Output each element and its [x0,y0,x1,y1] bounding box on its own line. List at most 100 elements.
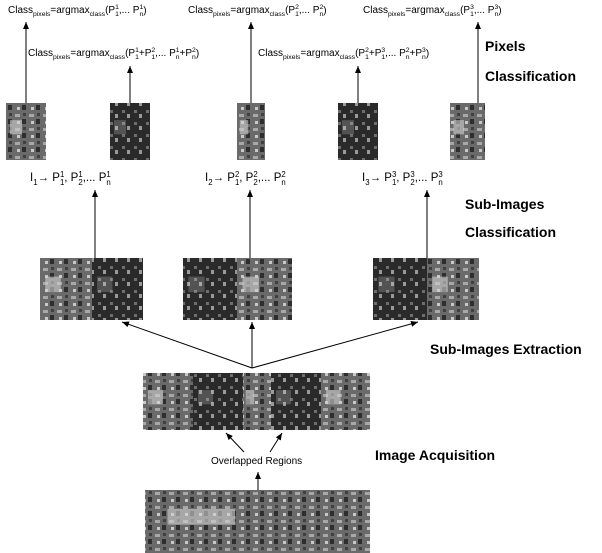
image-highlight [10,120,22,134]
script-stack: 21 [365,48,369,62]
subscript: 1 [470,12,474,19]
subscript: class [445,12,461,19]
aerial-image [183,258,237,320]
image-highlight [45,277,61,293]
formula-part: (P21 [355,48,369,59]
formula-part: ,... P1n [119,5,143,16]
stage-label: Pixels [485,38,525,54]
aerial-image [143,373,193,430]
subscript: 2 [253,179,257,187]
aerial-image [237,103,265,160]
script-stack: 21 [295,5,299,19]
aerial-image [373,258,427,320]
image-highlight [114,120,126,134]
script-stack: 1n [176,48,180,62]
formula-text: ) [498,5,501,16]
formula-part: ,... P2n [299,5,323,16]
aerial-image [338,103,378,160]
script-stack: 11 [60,171,64,187]
aerial-image [193,373,243,430]
formula-text: +P [410,48,423,59]
arrow [252,322,418,368]
formula-text: =argmax [50,5,89,16]
script-stack: 11 [115,5,119,19]
formula-text: ) [196,48,199,59]
script-stack: 2n [192,48,196,62]
script-stack: 1 [33,171,37,187]
formula-part: =argmax class [70,48,125,59]
subscript: 1 [135,55,139,62]
subscript: n [422,55,426,62]
aerial-image [427,258,479,320]
script-stack: pixels [283,48,300,62]
formula-text: ,... P [83,172,107,184]
formula-part: ) [143,5,146,16]
formula-text: (P [460,5,470,16]
diagram: Class pixels=argmax class(P11,... P1n)Cl… [0,0,602,553]
formula-part: =argmax class [405,5,460,16]
image-highlight [432,277,448,293]
formula-text: Class [258,48,283,59]
script-stack: pixels [388,5,405,19]
script-stack: pixels [33,5,50,19]
script-stack: 21 [151,48,155,62]
subscript: n [192,55,196,62]
sub-image-mapping: I 1→ P11, P12,... P1n [30,170,111,186]
aerial-image [450,103,485,160]
image-highlight [276,390,291,404]
formula-text: Class [28,48,53,59]
subscript: class [110,55,126,62]
subscript: pixels [213,12,230,19]
class-formula: Class pixels=argmax class(P21+P31,... P2… [258,47,429,61]
subscript: 1 [115,12,119,19]
image-highlight [454,120,465,134]
subscript: 2 [78,179,82,187]
formula-part: → P21 [213,172,240,184]
formula-part: ,... P2n [258,172,286,184]
formula-text: → P [370,172,392,184]
subscript: pixels [33,12,50,19]
subscript: class [340,55,356,62]
script-stack: class [340,48,356,62]
subscript: n [406,55,410,62]
subscript: 1 [365,55,369,62]
aerial-image [243,373,271,430]
formula-text: Class [188,5,213,16]
formula-text: =argmax [230,5,269,16]
arrow [270,433,282,452]
aerial-image [110,103,150,160]
subscript: n [319,12,323,19]
formula-text: +P [180,48,193,59]
formula-text: ,... P [155,48,176,59]
formula-text: Class [363,5,388,16]
subscript: n [494,12,498,19]
formula-text: , P [64,172,78,184]
class-formula: Class pixels=argmax class(P11,... P1n) [8,4,147,18]
aerial-image [145,490,370,553]
formula-text: ,... P [299,5,320,16]
formula-text: +P [139,48,152,59]
formula-text: Class [8,5,33,16]
script-stack: class [110,48,126,62]
formula-text: → P [38,172,60,184]
subscript: class [270,12,286,19]
subscript: class [90,12,106,19]
subscript: n [281,179,285,187]
formula-text: =argmax [70,48,109,59]
script-stack: 2 [208,171,212,187]
subscript: 1 [295,12,299,19]
arrow [122,322,252,368]
script-stack: 3 [365,171,369,187]
formula-part: ,... P1n [83,172,111,184]
image-highlight [240,120,248,134]
overlap-label: Overlapped Regions [211,456,302,467]
formula-text: (P [105,5,115,16]
